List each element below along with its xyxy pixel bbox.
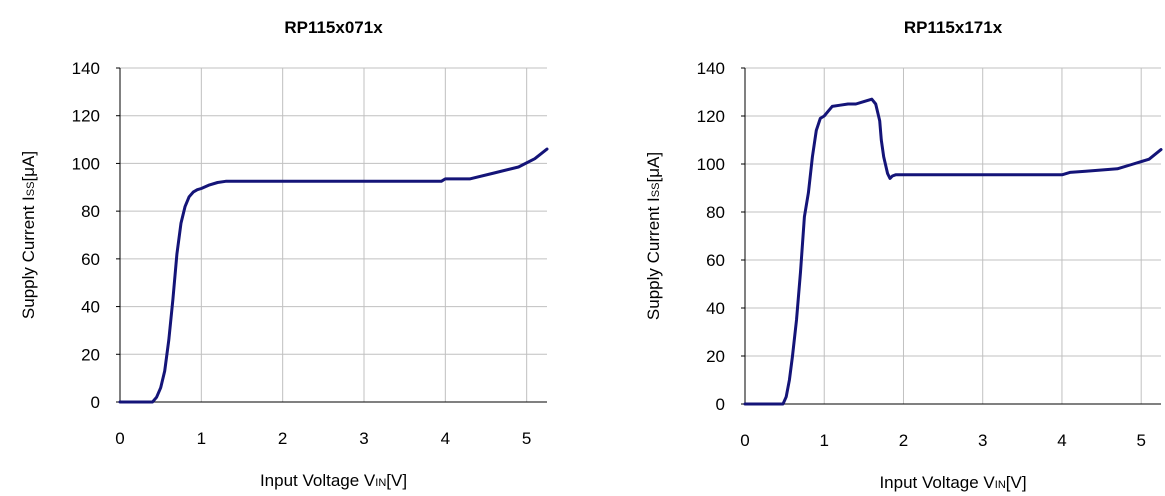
y-tick-label: 0 [91,393,100,412]
y-tick-label: 100 [697,155,725,174]
y-tick-label: 20 [706,347,725,366]
y-tick-label: 100 [72,154,100,173]
y-tick-label: 40 [81,298,100,317]
x-tick-label: 2 [899,431,908,450]
y-tick-label: 40 [706,299,725,318]
x-tick-label: 4 [1057,431,1066,450]
chart-plot: 0 20 40 60 80 100 120 140 0 1 2 3 4 5 Input Voltage VI… [644,59,1163,492]
y-tick-label: 60 [706,251,725,270]
y-tick-label: 140 [697,59,725,78]
y-tick-label: 120 [697,107,725,126]
y-axis-label: Supply Current ISS[μA] [19,151,38,319]
chart-title: RP115x171x [903,18,1003,37]
x-axis-label: Input Voltage VIN[V] [260,471,407,490]
y-tick-label: 20 [81,345,100,364]
chart-title: RP115x071x [284,18,383,37]
series-line [743,97,1163,406]
grid [745,67,1161,404]
y-tick-label: 120 [72,107,100,126]
chart-panel-right: RP115x171x 0 20 40 60 80 100 120 140 0 1 2 3 4 5 Input… [620,0,1165,496]
x-tick-label: 3 [359,429,368,448]
x-tick-label: 1 [197,429,206,448]
y-tick-label: 60 [81,250,100,269]
chart-plot: 0 20 40 60 80 100 120 140 0 1 2 3 4 5 Input Voltage VI… [19,59,549,490]
x-tick-label: 0 [115,429,124,448]
grid [120,67,547,402]
x-tick-label: 3 [978,431,987,450]
x-tick-label: 1 [820,431,829,450]
y-tick-label: 80 [706,203,725,222]
x-tick-label: 4 [441,429,450,448]
x-tick-label: 5 [522,429,531,448]
y-tick-label: 80 [81,202,100,221]
y-tick-label: 0 [716,395,725,414]
x-tick-label: 5 [1136,431,1145,450]
x-tick-label: 0 [740,431,749,450]
x-axis-label: Input Voltage VIN[V] [879,473,1026,492]
series-line [118,147,549,404]
chart-panel-left: RP115x071x 0 20 40 60 80 100 120 140 0 1 2 3 4 5 Input… [0,0,560,496]
x-tick-label: 2 [278,429,287,448]
y-tick-label: 140 [72,59,100,78]
y-axis-label: Supply Current ISS[μA] [644,152,663,320]
